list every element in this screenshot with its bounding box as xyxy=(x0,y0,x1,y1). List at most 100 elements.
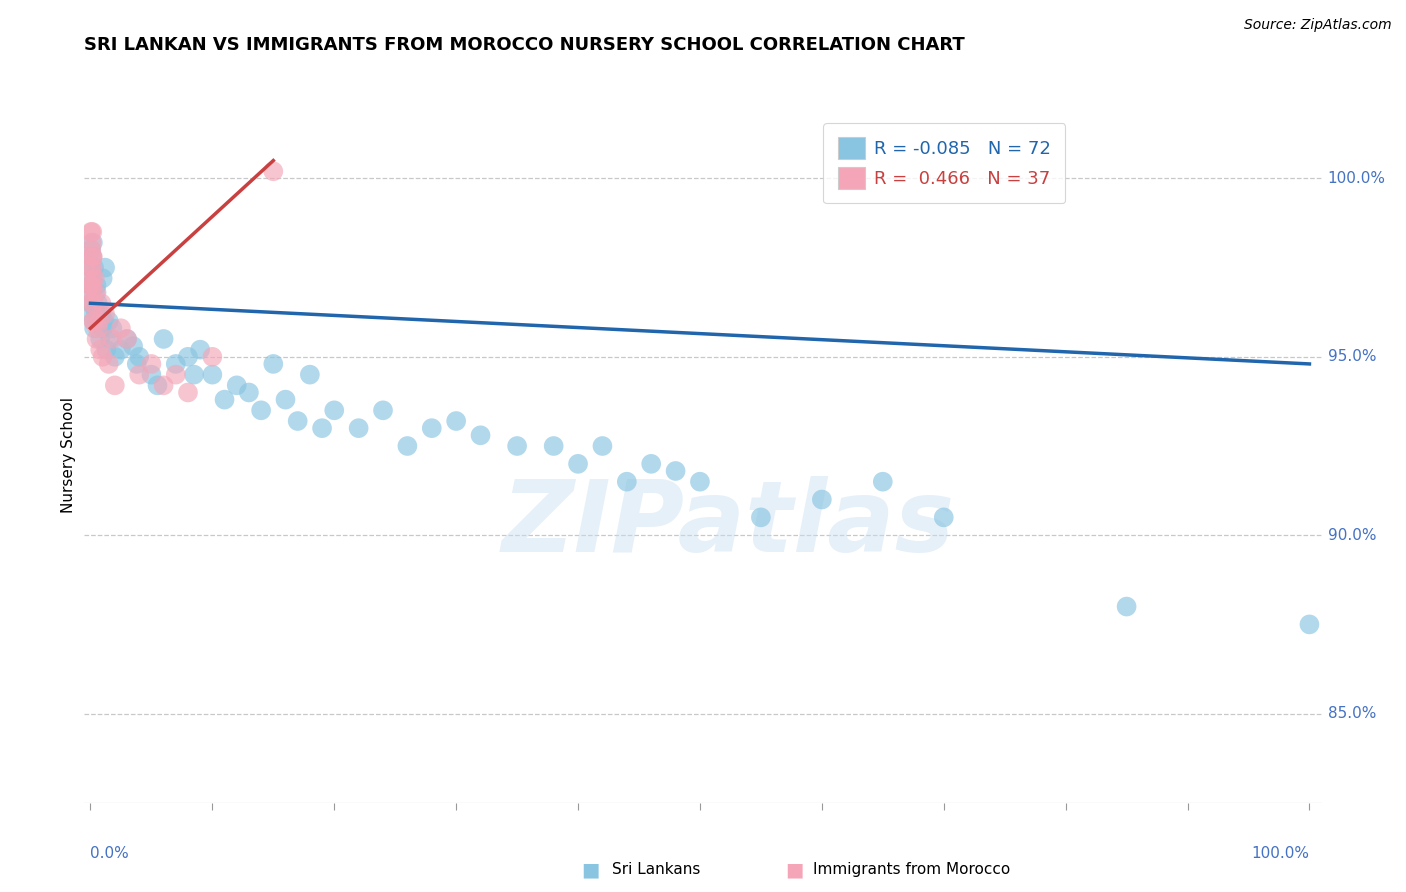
Point xyxy=(94,307,117,321)
Point xyxy=(83,271,105,285)
Point xyxy=(640,457,662,471)
Point xyxy=(567,457,589,471)
Point xyxy=(225,378,247,392)
Text: Source: ZipAtlas.com: Source: ZipAtlas.com xyxy=(1244,18,1392,32)
Text: ■: ■ xyxy=(581,860,600,880)
Point xyxy=(165,357,187,371)
Point xyxy=(371,403,394,417)
Point xyxy=(82,260,104,275)
Point xyxy=(664,464,686,478)
Point xyxy=(87,321,110,335)
Point xyxy=(90,307,112,321)
Point xyxy=(91,350,114,364)
Point xyxy=(250,403,273,417)
Point xyxy=(87,314,110,328)
Point xyxy=(201,368,224,382)
Point xyxy=(87,296,110,310)
Point xyxy=(84,303,107,318)
Point xyxy=(96,343,118,357)
Point xyxy=(214,392,236,407)
Point xyxy=(287,414,309,428)
Point xyxy=(323,403,346,417)
Point xyxy=(262,164,284,178)
Point xyxy=(80,243,103,257)
Point xyxy=(115,332,138,346)
Point xyxy=(80,225,103,239)
Point xyxy=(274,392,297,407)
Point xyxy=(165,368,187,382)
Point xyxy=(89,343,111,357)
Point xyxy=(298,368,321,382)
Point xyxy=(80,250,103,264)
Point xyxy=(188,343,211,357)
Legend: R = -0.085   N = 72, R =  0.466   N = 37: R = -0.085 N = 72, R = 0.466 N = 37 xyxy=(824,123,1066,203)
Point xyxy=(141,368,163,382)
Point xyxy=(101,332,124,346)
Point xyxy=(82,250,104,264)
Point xyxy=(1115,599,1137,614)
Text: Sri Lankans: Sri Lankans xyxy=(612,863,700,877)
Point xyxy=(183,368,205,382)
Point xyxy=(89,332,111,346)
Point xyxy=(444,414,467,428)
Text: 85.0%: 85.0% xyxy=(1327,706,1376,721)
Point xyxy=(90,296,112,310)
Text: Immigrants from Morocco: Immigrants from Morocco xyxy=(813,863,1010,877)
Point xyxy=(93,314,115,328)
Point xyxy=(82,278,104,293)
Point xyxy=(872,475,894,489)
Point xyxy=(128,350,150,364)
Text: ■: ■ xyxy=(785,860,804,880)
Point xyxy=(146,378,169,392)
Point xyxy=(82,296,104,310)
Point xyxy=(125,357,148,371)
Point xyxy=(396,439,419,453)
Point xyxy=(80,235,103,250)
Point xyxy=(110,321,132,335)
Point xyxy=(82,314,104,328)
Point xyxy=(80,260,103,275)
Point xyxy=(80,296,103,310)
Point xyxy=(86,332,108,346)
Point xyxy=(420,421,443,435)
Point xyxy=(347,421,370,435)
Point xyxy=(83,314,105,328)
Point xyxy=(83,321,105,335)
Point xyxy=(84,285,107,300)
Point xyxy=(80,271,103,285)
Point xyxy=(238,385,260,400)
Point xyxy=(1298,617,1320,632)
Text: ZIPatlas: ZIPatlas xyxy=(501,476,955,573)
Point xyxy=(98,332,121,346)
Point xyxy=(91,321,114,335)
Point xyxy=(82,250,104,264)
Point xyxy=(616,475,638,489)
Point xyxy=(97,314,120,328)
Point xyxy=(152,332,174,346)
Point xyxy=(86,285,108,300)
Point xyxy=(104,378,127,392)
Y-axis label: Nursery School: Nursery School xyxy=(60,397,76,513)
Text: SRI LANKAN VS IMMIGRANTS FROM MOROCCO NURSERY SCHOOL CORRELATION CHART: SRI LANKAN VS IMMIGRANTS FROM MOROCCO NU… xyxy=(84,36,965,54)
Point xyxy=(177,350,200,364)
Point xyxy=(80,278,103,293)
Point xyxy=(86,278,108,293)
Point xyxy=(80,243,103,257)
Point xyxy=(80,260,103,275)
Point xyxy=(811,492,834,507)
Point xyxy=(543,439,565,453)
Point xyxy=(87,314,110,328)
Point xyxy=(506,439,529,453)
Text: 100.0%: 100.0% xyxy=(1251,846,1309,861)
Point xyxy=(128,368,150,382)
Point xyxy=(201,350,224,364)
Point xyxy=(101,321,124,335)
Point xyxy=(749,510,772,524)
Point xyxy=(104,350,127,364)
Point xyxy=(83,260,105,275)
Point xyxy=(311,421,333,435)
Point xyxy=(80,307,103,321)
Point xyxy=(177,385,200,400)
Point xyxy=(94,260,117,275)
Point xyxy=(82,225,104,239)
